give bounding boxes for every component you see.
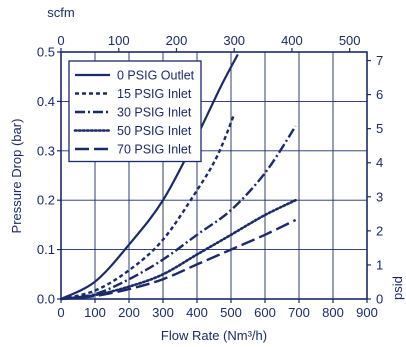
x-tick-label: 800 <box>322 305 344 320</box>
right-tick-label: 7 <box>376 53 383 68</box>
legend-label-4: 50 PSIG Inlet <box>117 124 192 138</box>
top-tick-label: 400 <box>281 33 303 48</box>
plot-frame <box>60 51 368 300</box>
y-tick-label: 0.1 <box>37 242 55 257</box>
right-tick-label: 2 <box>376 223 383 238</box>
series-line-2 <box>60 113 236 301</box>
legend-label-2: 15 PSIG Inlet <box>117 87 192 101</box>
legend-label-5: 70 PSIG Inlet <box>117 143 192 157</box>
x-tick-label: 0 <box>57 305 64 320</box>
y-tick-label: 0.4 <box>37 94 55 109</box>
series-line-1 <box>60 53 239 300</box>
x-tick-label: 600 <box>254 305 276 320</box>
top-tick-label: 300 <box>223 33 245 48</box>
right-tick-label: 6 <box>376 87 383 102</box>
x-tick-label: 400 <box>186 305 208 320</box>
right-tick-label: 1 <box>376 257 383 272</box>
top-tick-label: 200 <box>166 33 188 48</box>
y-tick-label: 0.3 <box>37 143 55 158</box>
x-tick-label: 500 <box>220 305 242 320</box>
legend: 0 PSIG Outlet 15 PSIG Inlet 30 PSIG Inlet 5… <box>68 60 202 163</box>
right-axis-label: psid <box>390 276 405 300</box>
y-tick-label: 0.0 <box>37 292 55 307</box>
ticks: 0 100 200 300 400 500 600 700 800 9000.00.10.20.3… <box>37 33 383 320</box>
x-tick-label: 300 <box>152 305 174 320</box>
legend-box <box>68 60 202 163</box>
right-tick-label: 0 <box>376 292 383 307</box>
x-tick-label: 900 <box>356 305 378 320</box>
y-axis-label: Pressure Drop (bar) <box>9 119 24 234</box>
y-tick-label: 0.2 <box>37 193 55 208</box>
legend-label-1: 0 PSIG Outlet <box>117 69 195 83</box>
right-tick-label: 3 <box>376 189 383 204</box>
top-axis-label: scfm <box>47 5 74 20</box>
y-tick-label: 0.5 <box>37 45 55 60</box>
right-tick-label: 4 <box>376 155 383 170</box>
series-line-5 <box>60 218 297 301</box>
top-tick-label: 100 <box>108 33 130 48</box>
x-tick-label: 200 <box>118 305 140 320</box>
legend-label-3: 30 PSIG Inlet <box>117 106 192 120</box>
x-axis-label: Flow Rate (Nm³/h) <box>161 328 267 343</box>
series-lines <box>59 53 297 301</box>
x-tick-label: 100 <box>84 305 106 320</box>
right-tick-label: 5 <box>376 121 383 136</box>
top-tick-label: 0 <box>57 33 64 48</box>
x-tick-label: 700 <box>288 305 310 320</box>
top-tick-label: 500 <box>339 33 361 48</box>
series-line-4 <box>59 198 297 301</box>
